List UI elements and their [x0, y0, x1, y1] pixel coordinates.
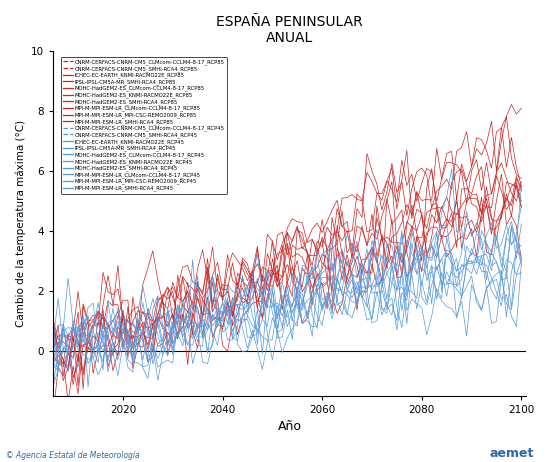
Text: © Agencia Estatal de Meteorología: © Agencia Estatal de Meteorología — [6, 451, 139, 460]
Legend: CNRM-CERFACS-CNRM-CM5_CLMcom-CCLM4-8-17_RCP85, CNRM-CERFACS-CNRM-CM5_SMHI-RCA4_R: CNRM-CERFACS-CNRM-CM5_CLMcom-CCLM4-8-17_… — [60, 57, 227, 194]
Y-axis label: Cambio de la temperatura máxima (°C): Cambio de la temperatura máxima (°C) — [15, 120, 25, 327]
X-axis label: Año: Año — [278, 420, 302, 433]
Text: aemet: aemet — [489, 447, 534, 460]
Title: ESPAÑA PENINSULAR
ANUAL: ESPAÑA PENINSULAR ANUAL — [216, 15, 363, 45]
